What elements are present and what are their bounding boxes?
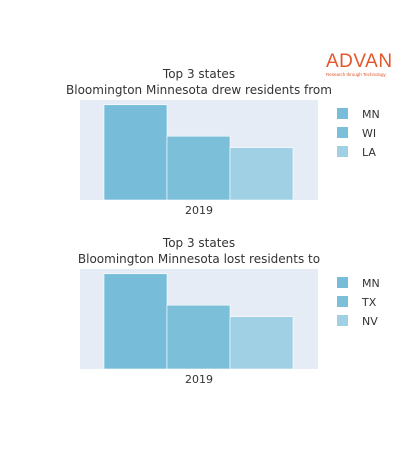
- legend-swatch-tx: [337, 296, 348, 307]
- legend-label-wi: WI: [362, 127, 376, 140]
- chart-title: Top 3 states: [162, 236, 235, 250]
- legend-swatch-nv: [337, 315, 348, 326]
- legend-swatch-mn: [337, 277, 348, 288]
- legend-swatch-mn: [337, 108, 348, 119]
- chart-lost-to: Top 3 states Bloomington Minnesota lost r…: [78, 236, 380, 386]
- x-tick-label: 2019: [185, 373, 213, 386]
- bar-mn: [103, 104, 168, 201]
- legend-label-la: LA: [362, 146, 376, 159]
- bar-nv: [229, 316, 294, 370]
- logo-tagline: Research through Technology: [326, 72, 386, 77]
- bar-la: [229, 147, 294, 201]
- logo-wordmark: ADVAN: [326, 51, 393, 72]
- chart-title: Top 3 states: [162, 67, 235, 81]
- x-tick-label: 2019: [185, 204, 213, 217]
- advan-logo: ADVAN Research through Technology: [326, 52, 396, 78]
- bar-tx: [166, 304, 231, 370]
- bar-wi: [166, 135, 231, 201]
- chart-subtitle: Bloomington Minnesota lost residents to: [78, 252, 320, 266]
- legend-label-nv: NV: [362, 315, 378, 328]
- chart-subtitle: Bloomington Minnesota drew residents fro…: [66, 83, 332, 97]
- legend-label-mn: MN: [362, 277, 380, 290]
- legend-swatch-wi: [337, 127, 348, 138]
- chart-drew-from: Top 3 states Bloomington Minnesota drew r…: [66, 67, 380, 217]
- bar-mn: [103, 273, 168, 370]
- legend-label-tx: TX: [361, 296, 377, 309]
- legend-swatch-la: [337, 146, 348, 157]
- legend-label-mn: MN: [362, 108, 380, 121]
